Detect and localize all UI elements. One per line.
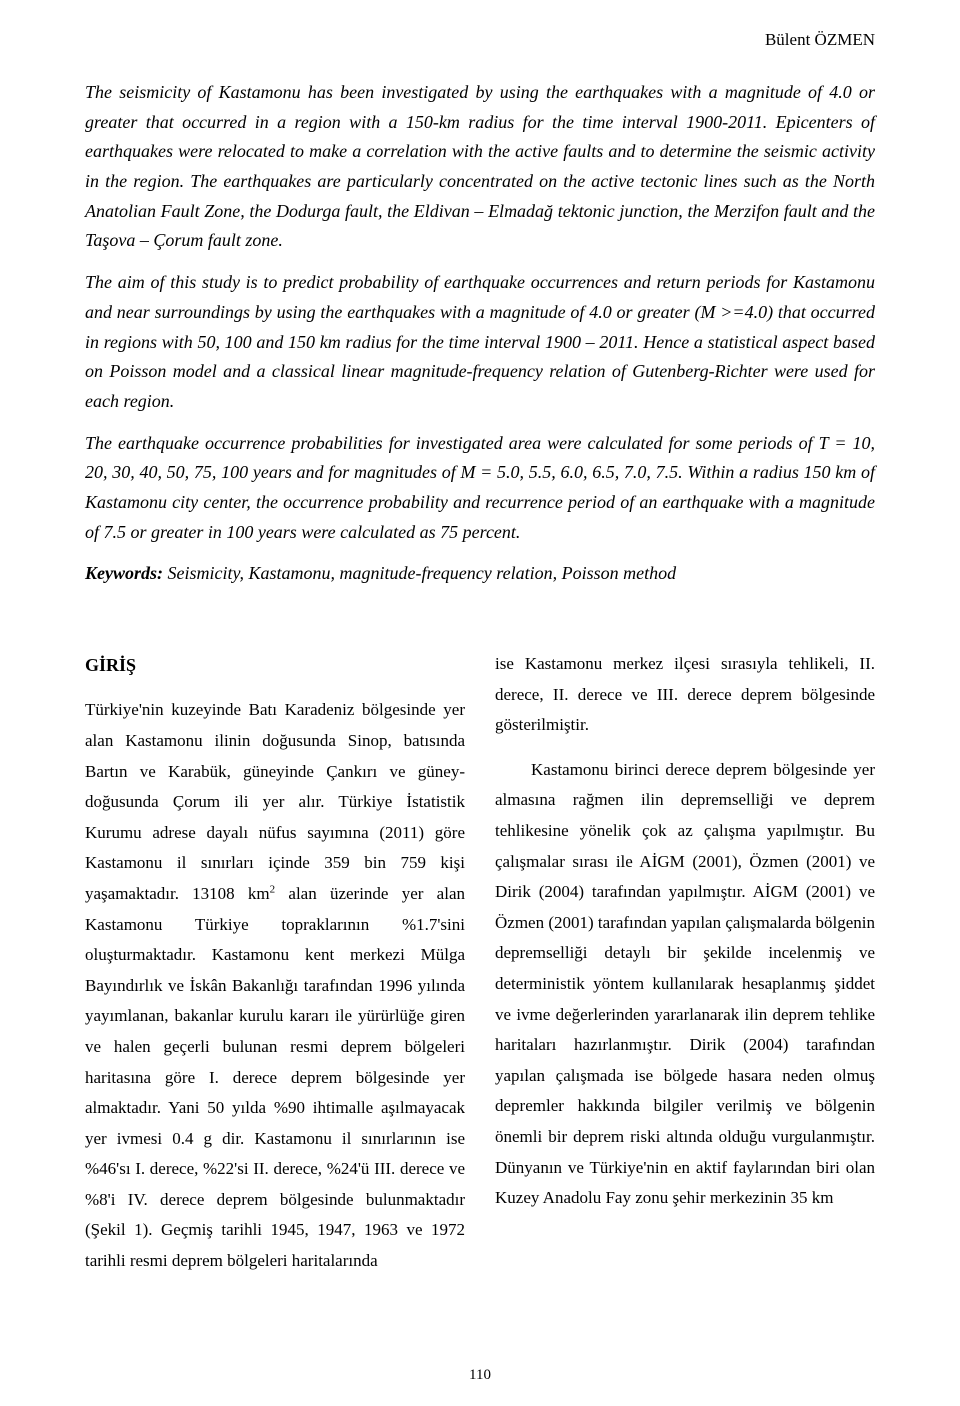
keywords-line: Keywords: Seismicity, Kastamonu, magnitu… xyxy=(85,559,875,589)
body-columns: GİRİŞ Türkiye'nin kuzeyinde Batı Karaden… xyxy=(85,649,875,1277)
header-author: Bülent ÖZMEN xyxy=(85,30,875,50)
abstract-paragraph-1: The seismicity of Kastamonu has been inv… xyxy=(85,78,875,256)
page-number: 110 xyxy=(469,1367,491,1384)
abstract-paragraph-2: The aim of this study is to predict prob… xyxy=(85,268,875,416)
right-paragraph-2: Kastamonu birinci derece deprem bölgesin… xyxy=(495,755,875,1214)
left-p1a: Türkiye'nin kuzeyinde Batı Karadeniz böl… xyxy=(85,700,465,903)
left-p1b: alan üzerinde yer alan Kastamonu Türkiye… xyxy=(85,884,465,1270)
keywords-label: Keywords: xyxy=(85,563,163,583)
right-paragraph-1: ise Kastamonu merkez ilçesi sırasıyla te… xyxy=(495,649,875,741)
keywords-value: Seismicity, Kastamonu, magnitude-frequen… xyxy=(163,563,676,583)
left-paragraph-1: Türkiye'nin kuzeyinde Batı Karadeniz böl… xyxy=(85,695,465,1276)
abstract-paragraph-3: The earthquake occurrence probabilities … xyxy=(85,429,875,548)
right-column: ise Kastamonu merkez ilçesi sırasıyla te… xyxy=(495,649,875,1277)
left-column: GİRİŞ Türkiye'nin kuzeyinde Batı Karaden… xyxy=(85,649,465,1277)
section-heading-giris: GİRİŞ xyxy=(85,649,465,681)
